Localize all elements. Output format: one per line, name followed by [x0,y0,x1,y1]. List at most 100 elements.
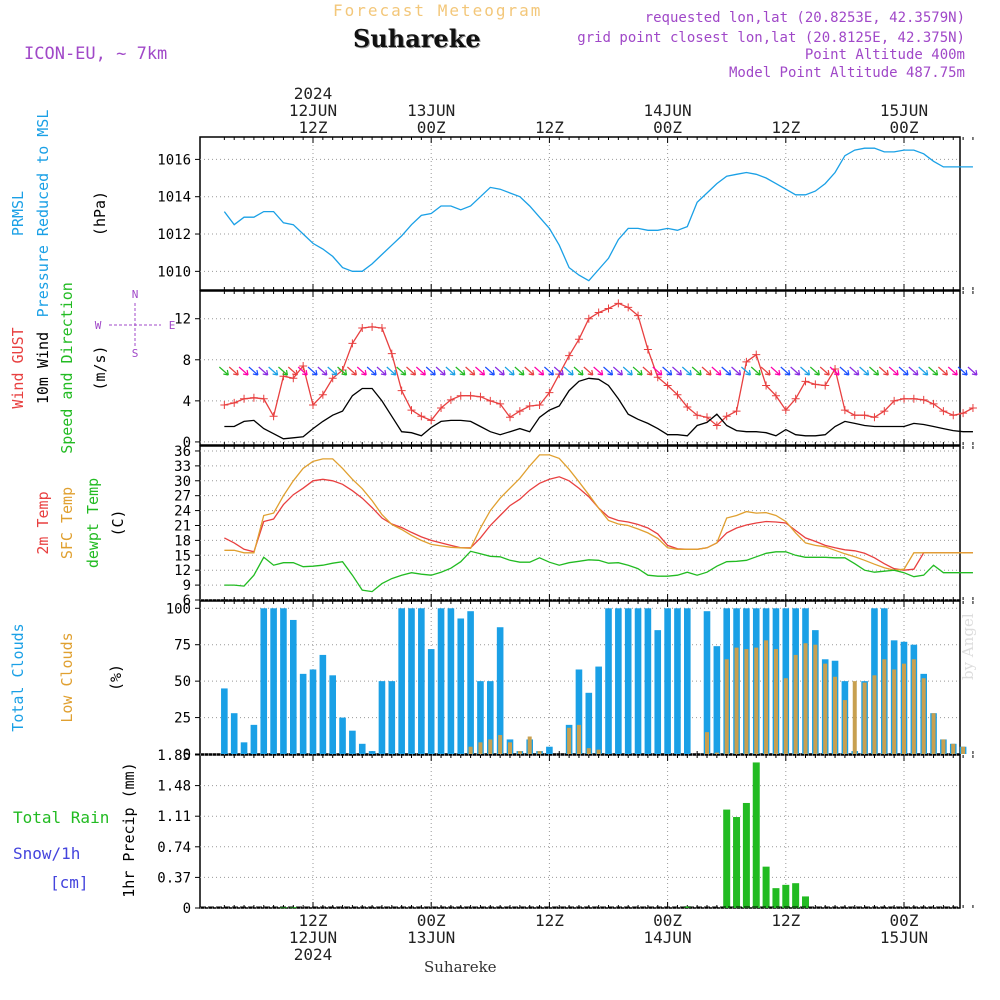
total-cloud-bar [378,681,386,754]
low-cloud-bar [961,746,966,754]
compass-w: W [95,319,102,332]
gust-marker [397,386,406,395]
y-tick-label: 25 [174,711,191,727]
y-tick-label: 1.11 [157,809,191,825]
gust-marker [722,412,731,421]
low-cloud-bar [902,663,906,754]
gust-marker [407,406,416,415]
total-cloud-bar [260,608,268,754]
wind-direction-arrow [396,366,407,376]
precip-snow-label: Snow/1h [13,844,80,863]
wind-direction-arrow [908,366,919,376]
total-cloud-bar [595,666,602,754]
wind-direction-arrow [337,366,348,376]
low-cloud-bar [872,675,877,754]
gust-marker [368,322,377,331]
time-label-top: 12JUN [289,101,337,120]
gust-marker [840,406,849,415]
wind-direction-arrow [484,366,495,376]
low-cloud-bar [833,676,838,754]
low-cloud-bar [823,663,828,754]
gust-marker [377,323,386,332]
wind-direction-arrow [750,366,761,376]
total-cloud-bar [624,608,632,754]
total-cloud-bar [349,730,356,754]
gust-marker [811,380,820,389]
model-point-altitude: Model Point Altitude 487.75m [728,65,965,81]
wind-direction-arrow [947,366,958,376]
total-cloud-bar [496,627,504,754]
wind-direction-arrow [632,366,643,376]
gust-marker [279,372,288,381]
rain-bar [782,884,790,908]
y-tick-label: 15 [174,548,191,564]
total-cloud-bar [644,608,652,754]
wind-direction-arrow [790,366,801,376]
gust-marker [781,406,790,415]
gust-marker [427,416,436,425]
low-cloud-bar [842,700,847,754]
series-line-pressure-0 [223,147,973,282]
rain-bar [742,802,750,908]
wind-direction-arrow [238,366,249,376]
panel-frame-precip [199,754,961,909]
meteogram-type-title: Forecast Meteogram [333,1,543,20]
total-cloud-bar [575,669,583,754]
compass-e: E [169,319,176,332]
wind-direction-arrow [583,366,594,376]
wind-direction-arrow [800,366,811,376]
panel-label-wind: (m/s) [91,345,109,390]
low-cloud-bar [567,727,572,754]
gust-marker [614,299,623,308]
y-tick-label: 9 [183,578,191,594]
wind-direction-arrow [258,366,269,376]
wind-direction-arrow [544,366,554,376]
gust-marker [712,421,721,430]
wind-direction-arrow [307,366,318,376]
gust-marker [919,395,928,404]
wind-direction-arrow [849,366,860,376]
gust-marker [939,407,948,416]
wind-direction-arrow [593,366,604,376]
y-tick-label: 0 [183,747,191,763]
time-label-bottom: 12Z [299,911,328,930]
wind-direction-arrow [642,366,653,376]
y-tick-label: 1.48 [157,779,191,795]
low-cloud-bar [892,669,897,754]
gust-marker [752,350,761,359]
gust-marker [299,361,308,370]
gust-marker [673,390,682,399]
total-cloud-bar [447,608,455,754]
low-cloud-bar [734,647,739,754]
gust-marker [949,411,958,420]
gust-marker [486,396,495,405]
wind-direction-arrow [347,366,357,376]
y-tick-label: 0.74 [157,840,191,856]
wind-direction-arrow [376,366,387,376]
wind-direction-arrow [415,366,426,376]
total-cloud-bar [467,611,474,754]
wind-direction-arrow [819,366,830,376]
panel-label-temp: SFC Temp [58,487,76,559]
precip-rain-label: Total Rain [13,808,109,827]
total-cloud-bar [634,608,642,754]
time-label-bottom: 00Z [890,911,919,930]
wind-direction-arrow [248,366,259,376]
compass-s: S [132,347,139,360]
gust-marker [880,407,889,416]
gust-marker [506,413,514,422]
series-line-temp-0 [224,476,973,571]
time-label-bottom: 2024 [294,945,333,964]
gust-marker [240,394,249,403]
wind-direction-arrow [327,366,338,376]
time-label-bottom: 12Z [771,911,800,930]
total-cloud-bar [418,608,425,754]
low-cloud-bar [576,724,581,754]
wind-direction-arrow [406,366,417,376]
wind-direction-arrow [455,366,466,376]
gust-marker [693,411,702,420]
gust-marker [574,335,583,344]
low-cloud-bar [724,659,729,754]
requested-coords: requested lon,lat (20.8253E, 42.3579N) [644,10,965,26]
